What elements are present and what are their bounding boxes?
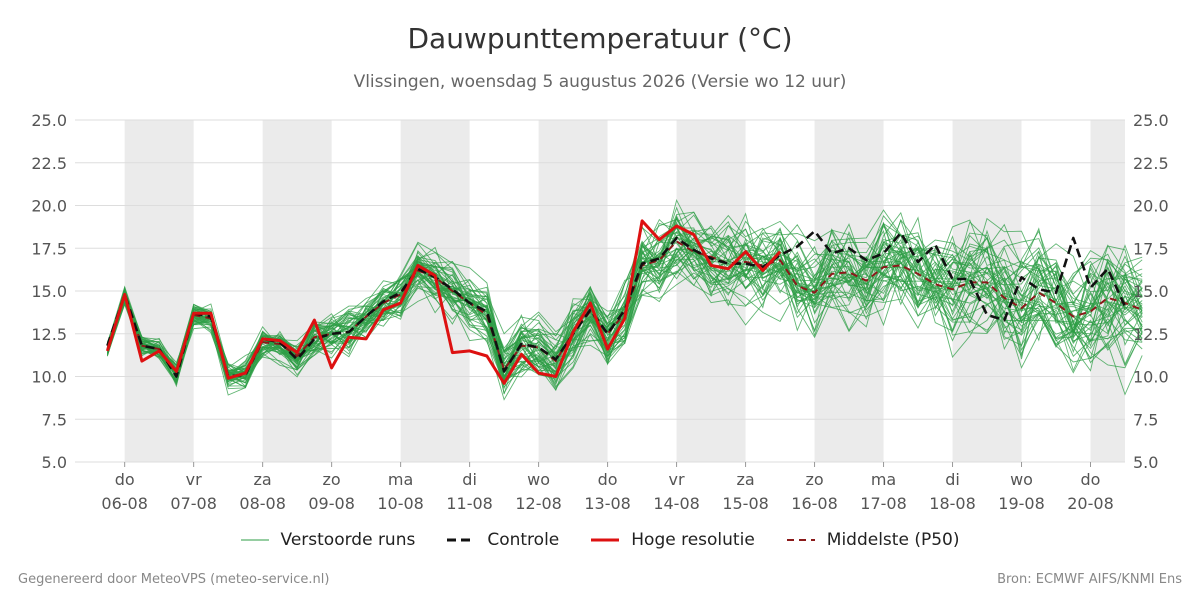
y-tick-right-3: 12.5 [1133,325,1169,344]
x-tick-date-9: 15-08 [722,494,769,513]
x-tick-weekday-2: za [254,470,272,489]
y-tick-left-0: 5.0 [42,453,67,472]
legend-label-ensemble: Verstoorde runs [280,530,416,550]
y-tick-right-5: 17.5 [1133,239,1169,258]
y-tick-right-0: 5.0 [1133,453,1158,472]
legend-item-control[interactable]: Controle [447,530,559,550]
y-tick-right-4: 15.0 [1133,282,1169,301]
x-tick-weekday-5: di [462,470,477,489]
ensemble-run-49 [106,214,1143,387]
legend-label-hires: Hoge resolutie [631,530,755,550]
legend-label-median: Middelste (P50) [826,530,960,550]
x-tick-date-11: 17-08 [860,494,907,513]
legend-swatch-median [786,539,815,541]
x-tick-weekday-6: wo [527,470,550,489]
y-axis-left: 5.0 7.5 10.0 12.5 15.0 17.5 20.0 22.5 25.0 [31,111,67,472]
x-tick-date-12: 18-08 [929,494,976,513]
legend-swatch-ensemble [240,539,269,541]
series-hires [105,219,782,385]
x-tick-weekday-3: zo [323,470,341,489]
x-tick-weekday-13: wo [1010,470,1033,489]
legend-item-hires[interactable]: Hoge resolutie [591,530,755,550]
legend-label-control: Controle [487,530,560,550]
y-tick-right-1: 7.5 [1133,410,1158,429]
legend-swatch-hires [591,538,620,542]
chart-title: Dauwpunttemperatuur (°C) [407,22,793,55]
y-tick-left-6: 20.0 [31,197,67,216]
x-tick-date-7: 13-08 [584,494,631,513]
x-tick-weekday-12: di [945,470,960,489]
x-tick-date-14: 20-08 [1067,494,1114,513]
main-series [105,219,1143,385]
x-tick-weekday-7: do [598,470,618,489]
y-tick-right-2: 10.0 [1133,368,1169,387]
footer-generated-by: Gegenereerd door MeteoVPS (meteo-service… [18,572,330,587]
y-tick-left-2: 10.0 [31,368,67,387]
x-tick-date-2: 08-08 [239,494,286,513]
ensemble-run-36 [106,225,1143,378]
x-tick-weekday-1: vr [186,470,202,489]
chart-subtitle: Vlissingen, woensdag 5 augustus 2026 (Ve… [353,72,847,92]
x-tick-date-3: 09-08 [308,494,355,513]
legend: Verstoorde runs Controle Hoge resolutie … [0,530,1200,550]
legend-item-median[interactable]: Middelste (P50) [786,530,960,550]
x-tick-date-4: 10-08 [377,494,424,513]
footer-source: Bron: ECMWF AIFS/KNMI Ens [997,572,1182,587]
y-tick-left-1: 7.5 [42,410,67,429]
y-tick-left-8: 25.0 [31,111,67,130]
x-tick-weekday-14: do [1081,470,1101,489]
x-tick-date-13: 19-08 [998,494,1045,513]
x-tick-date-1: 07-08 [170,494,217,513]
x-tick-weekday-8: vr [669,470,685,489]
x-tick-weekday-9: za [736,470,754,489]
x-tick-date-0: 06-08 [101,494,148,513]
ensemble-run-47 [106,217,1143,384]
y-tick-right-7: 22.5 [1133,154,1169,173]
x-tick-date-10: 16-08 [791,494,838,513]
y-tick-right-8: 25.0 [1133,111,1169,130]
y-tick-left-4: 15.0 [31,282,67,301]
x-tick-date-8: 14-08 [653,494,700,513]
legend-item-ensemble[interactable]: Verstoorde runs [240,530,416,550]
y-tick-right-6: 20.0 [1133,197,1169,216]
x-axis: do 06-08 vr 07-08 za 08-08 zo 09-08 ma 10-08 di 11-… [101,462,1114,513]
y-tick-left-5: 17.5 [31,239,67,258]
x-tick-weekday-4: ma [388,470,413,489]
ensemble-run-42 [106,231,1143,385]
ensemble-run-41 [106,224,1143,386]
x-tick-date-5: 11-08 [446,494,493,513]
y-tick-left-3: 12.5 [31,325,67,344]
x-tick-weekday-11: ma [871,470,896,489]
x-tick-weekday-0: do [115,470,135,489]
legend-swatch-control [447,538,476,542]
x-tick-weekday-10: zo [805,470,823,489]
ensemble-run-45 [106,243,1143,392]
x-tick-date-6: 12-08 [515,494,562,513]
y-axis-right: 5.0 7.5 10.0 12.5 15.0 17.5 20.0 22.5 25.0 [1133,111,1169,472]
y-tick-left-7: 22.5 [31,154,67,173]
